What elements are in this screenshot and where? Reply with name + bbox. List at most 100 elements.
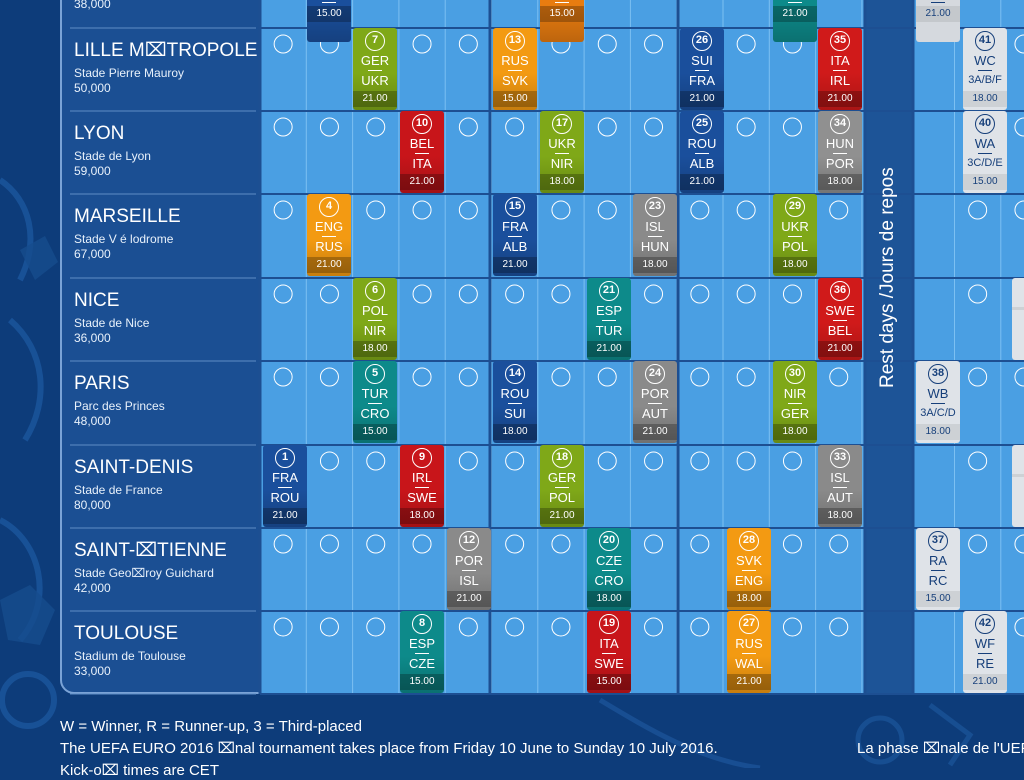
day-marker-circle xyxy=(273,200,293,220)
venue-name: PARIS xyxy=(74,373,130,394)
team-separator xyxy=(508,236,522,237)
venue-name: LILLE M⌧TROPOLE xyxy=(74,40,258,61)
venue-stadium: Stade Pierre Mauroy xyxy=(74,66,185,80)
match-card[interactable]: 40 WA 3C/D/E 15.00 xyxy=(963,111,1007,193)
team-home: IRL xyxy=(411,470,433,485)
day-marker-circle xyxy=(644,34,664,54)
venue-stadium: Parc des Princes xyxy=(74,399,165,413)
match-card[interactable]: 35 ITA IRL 21.00 xyxy=(818,28,862,110)
match-card[interactable]: 27 RUS WAL 21.00 xyxy=(727,611,771,693)
day-marker-circle xyxy=(782,284,802,304)
kickoff-time: 21.00 xyxy=(307,257,351,273)
venue-stadium: Stade V é lodrome xyxy=(74,232,174,246)
kickoff-time: 21.00 xyxy=(353,91,397,107)
match-number: 7 xyxy=(365,31,385,51)
match-card[interactable]: 20 CZE CRO 18.00 xyxy=(587,528,631,610)
match-card[interactable]: 6 POL NIR 18.00 xyxy=(353,278,397,360)
team-separator xyxy=(322,236,336,237)
match-number: 23 xyxy=(645,197,665,217)
day-marker-circle xyxy=(968,534,988,554)
team-separator xyxy=(742,653,756,654)
team-separator xyxy=(602,570,616,571)
match-card[interactable]: 37 RA RC 15.00 xyxy=(916,528,960,610)
rest-days-label: Rest days /Jours de repos xyxy=(877,167,898,388)
team-separator xyxy=(833,320,847,321)
team-home: SWE xyxy=(825,303,855,318)
team-separator xyxy=(602,653,616,654)
match-card[interactable] xyxy=(1012,278,1024,360)
team-away: POL xyxy=(548,490,575,505)
match-card[interactable]: 17 UKR NIR 18.00 xyxy=(540,111,584,193)
day-marker-circle xyxy=(551,534,571,554)
team-separator xyxy=(508,403,522,404)
match-number: 38 xyxy=(928,364,948,384)
team-away: RC xyxy=(928,573,948,588)
day-marker-circle xyxy=(829,367,849,387)
match-card[interactable]: 10 BEL ITA 21.00 xyxy=(400,111,444,193)
match-card[interactable]: 8 ESP CZE 15.00 xyxy=(400,611,444,693)
match-number: 40 xyxy=(975,114,995,134)
day-marker-circle xyxy=(505,117,525,137)
team-separator xyxy=(695,70,709,71)
match-card[interactable]: 34 HUN POR 18.00 xyxy=(818,111,862,193)
match-card[interactable]: 30 NIR GER 18.00 xyxy=(773,361,817,443)
match-card[interactable]: 41 WC 3A/B/F 18.00 xyxy=(963,28,1007,110)
match-card[interactable]: 25 ROU ALB 21.00 xyxy=(680,111,724,193)
day-marker-circle xyxy=(412,367,432,387)
match-card[interactable]: 24 POR AUT 21.00 xyxy=(633,361,677,443)
venue-stadium: Stade de Lyon xyxy=(74,149,151,163)
match-card[interactable]: 38 WB 3A/C/D 18.00 xyxy=(916,361,960,443)
team-away: 3A/B/F xyxy=(968,74,1002,86)
match-card[interactable]: 29 UKR POL 18.00 xyxy=(773,194,817,276)
team-away: CRO xyxy=(594,573,624,588)
kickoff-time: 15.00 xyxy=(963,174,1007,190)
venue-capacity: 50,000 xyxy=(74,81,111,95)
match-card[interactable]: 23 ISL HUN 18.00 xyxy=(633,194,677,276)
day-marker-circle xyxy=(829,200,849,220)
day-marker-circle xyxy=(597,34,617,54)
day-marker-circle xyxy=(782,117,802,137)
match-card[interactable]: 33 ISL AUT 18.00 xyxy=(818,445,862,527)
match-card[interactable]: 7 GER UKR 21.00 xyxy=(353,28,397,110)
match-card[interactable]: 18 GER POL 21.00 xyxy=(540,445,584,527)
match-number: 26 xyxy=(692,31,712,51)
rest-days-column xyxy=(865,0,913,694)
match-card[interactable] xyxy=(1012,445,1024,527)
team-home: RA xyxy=(928,553,948,568)
match-card[interactable]: 42 WF RE 21.00 xyxy=(963,611,1007,693)
venue-capacity: 59,000 xyxy=(74,164,111,178)
match-card[interactable]: 1 FRA ROU 21.00 xyxy=(263,445,307,527)
match-card[interactable]: 5 TUR CRO 15.00 xyxy=(353,361,397,443)
match-card[interactable]: 14 ROU SUI 18.00 xyxy=(493,361,537,443)
team-home: ESP xyxy=(408,636,435,651)
team-separator xyxy=(602,320,616,321)
kickoff-time xyxy=(1012,474,1024,477)
match-card[interactable]: 15 FRA ALB 21.00 xyxy=(493,194,537,276)
match-card[interactable]: 4 ENG RUS 21.00 xyxy=(307,194,351,276)
match-card[interactable]: 12 POR ISL 21.00 xyxy=(447,528,491,610)
match-card[interactable]: 28 SVK ENG 18.00 xyxy=(727,528,771,610)
venue-name: MARSEILLE xyxy=(74,206,181,227)
team-away: UKR xyxy=(361,73,389,88)
day-marker-circle xyxy=(782,617,802,637)
day-marker-circle xyxy=(505,617,525,637)
match-card[interactable]: WAL15.00 xyxy=(540,0,584,42)
day-marker-circle xyxy=(273,284,293,304)
match-card[interactable]: 26 SUI FRA 21.00 xyxy=(680,28,724,110)
day-marker-circle xyxy=(412,200,432,220)
team-away: RE xyxy=(975,656,995,671)
venue-capacity: 48,000 xyxy=(74,414,111,428)
match-card[interactable]: 3B/D/E21.00 xyxy=(916,0,960,42)
match-number: 8 xyxy=(412,614,432,634)
team-home: BEL xyxy=(409,136,435,151)
kickoff-time: 21.00 xyxy=(540,508,584,524)
team-home: ROU xyxy=(687,136,717,151)
match-card[interactable]: 21 ESP TUR 21.00 xyxy=(587,278,631,360)
day-marker-circle xyxy=(782,534,802,554)
match-card[interactable]: SUI15.00 xyxy=(307,0,351,42)
match-card[interactable]: 19 ITA SWE 15.00 xyxy=(587,611,631,693)
match-card[interactable]: 13 RUS SVK 15.00 xyxy=(493,28,537,110)
match-card[interactable]: 9 IRL SWE 18.00 xyxy=(400,445,444,527)
match-card[interactable]: 36 SWE BEL 21.00 xyxy=(818,278,862,360)
